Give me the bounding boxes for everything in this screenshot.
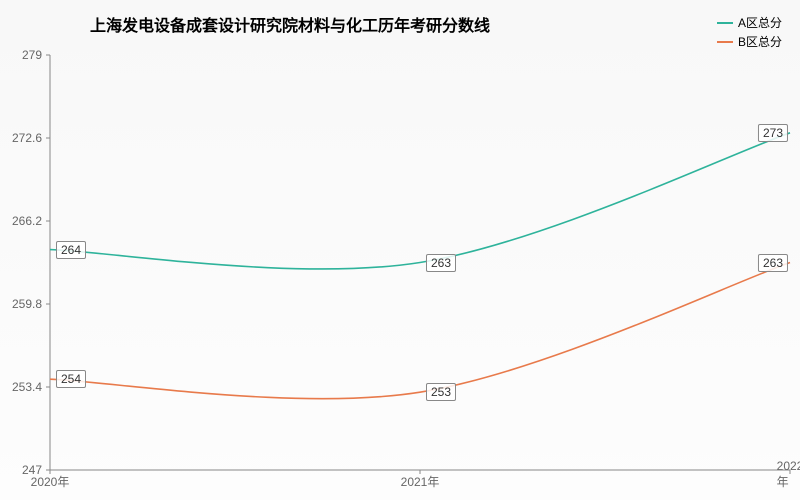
y-tick-label: 272.6 [12, 131, 42, 145]
plot-area [0, 0, 800, 500]
y-tick-label: 259.8 [12, 297, 42, 311]
y-tick-label: 279 [22, 48, 42, 62]
data-point-label: 263 [758, 254, 788, 272]
data-point-label: 254 [56, 370, 86, 388]
data-point-label: 273 [758, 124, 788, 142]
data-point-label: 263 [426, 254, 456, 272]
x-tick-label: 2022年 [777, 459, 800, 490]
x-tick-label: 2020年 [31, 473, 70, 490]
data-point-label: 264 [56, 241, 86, 259]
x-tick-label: 2021年 [401, 473, 440, 490]
y-tick-label: 266.2 [12, 214, 42, 228]
data-point-label: 253 [426, 383, 456, 401]
chart-container: 上海发电设备成套设计研究院材料与化工历年考研分数线 A区总分 B区总分 2472… [0, 0, 800, 500]
y-tick-label: 253.4 [12, 380, 42, 394]
